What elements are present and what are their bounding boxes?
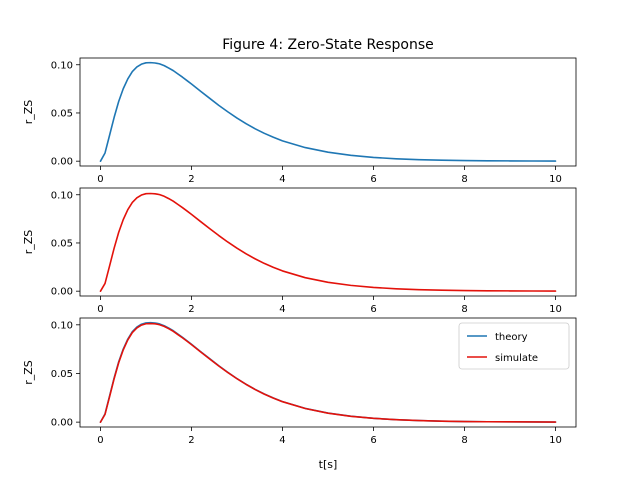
legend-label-simulate: simulate [495,353,538,364]
x-tick-label: 4 [279,174,285,185]
x-tick-label: 2 [188,435,194,446]
subplot-1: 0 2 4 6 8 10 0.00 0.05 0.10 r_ZS [22,57,577,185]
x-tick-label: 0 [97,304,103,315]
legend-label-theory: theory [495,332,528,343]
y-axis-label: r_ZS [22,360,35,385]
axes-frame [79,187,577,297]
y-tick-label: 0.10 [51,60,73,71]
legend: theory simulate [458,322,570,370]
x-tick-label: 6 [370,435,376,446]
x-tick-label: 0 [97,174,103,185]
y-tick-label: 0.05 [51,238,73,249]
x-tick-label: 6 [370,174,376,185]
y-axis-label: r_ZS [22,230,35,255]
y-tick-label: 0.00 [51,418,73,429]
figure-title: Figure 4: Zero-State Response [222,37,434,53]
x-tick-label: 0 [97,435,103,446]
x-tick-label: 8 [461,174,467,185]
y-tick-label: 0.05 [51,369,73,380]
x-tick-label: 10 [549,304,562,315]
subplot-3: 0 2 4 6 8 10 0.00 0.05 0.10 r_ZS theory simulate [22,317,577,446]
axes-frame [79,317,577,428]
axes-frame [79,57,577,167]
x-tick-label: 4 [279,435,285,446]
x-axis-label: t[s] [319,458,338,471]
y-tick-label: 0.00 [51,287,73,298]
x-tick-label: 6 [370,304,376,315]
y-tick-label: 0.05 [51,108,73,119]
series-line-theory [99,61,557,162]
x-tick-label: 10 [549,174,562,185]
x-tick-label: 8 [461,304,467,315]
x-tick-label: 10 [549,435,562,446]
x-tick-label: 8 [461,435,467,446]
series-line-simulate [99,322,557,423]
y-tick-label: 0.00 [51,157,73,168]
y-tick-label: 0.10 [51,190,73,201]
x-tick-label: 4 [279,304,285,315]
x-tick-label: 2 [188,174,194,185]
subplot-2: 0 2 4 6 8 10 0.00 0.05 0.10 r_ZS [22,187,577,315]
y-tick-label: 0.10 [51,320,73,331]
y-axis-label: r_ZS [22,100,35,125]
series-line-simulate [99,192,557,292]
x-tick-label: 2 [188,304,194,315]
subplots: 0 2 4 6 8 10 0.00 0.05 0.10 r_ZS 0 2 4 6 8 10 0.00 0.05 0.… [22,57,577,446]
